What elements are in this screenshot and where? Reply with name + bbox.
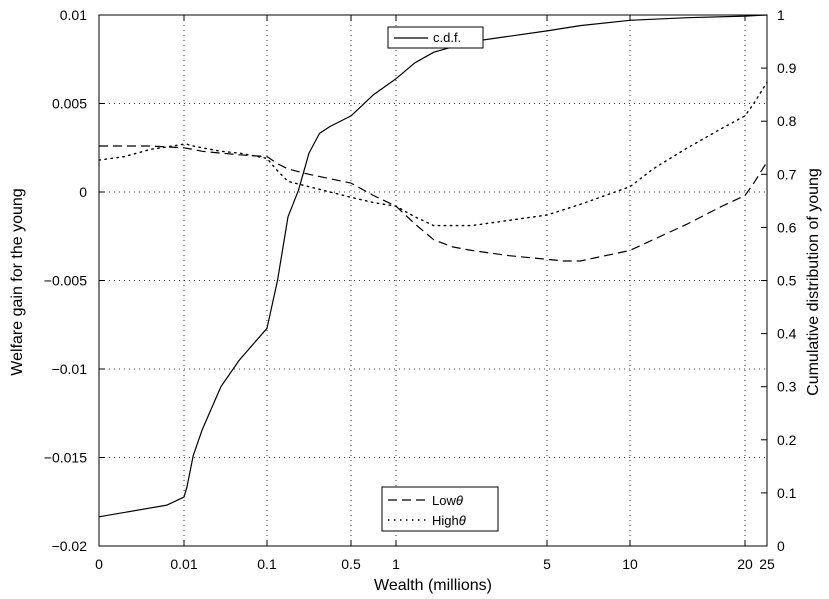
y-left-tick-label: −0.005 <box>44 273 87 289</box>
y-left-tick-label: −0.015 <box>44 450 87 466</box>
x-tick-label: 0 <box>95 556 103 572</box>
series-line-solid <box>98 14 768 518</box>
grid-lines <box>99 15 767 546</box>
y-left-tick-label: 0 <box>79 184 87 200</box>
x-tick-label: 0.5 <box>341 556 361 572</box>
x-tick-label: 5 <box>543 556 551 572</box>
y-left-tick-label: −0.02 <box>52 538 88 554</box>
data-series <box>98 14 768 518</box>
legend-cdf-box <box>387 26 484 49</box>
y-right-tick-label: 0.1 <box>777 485 797 501</box>
legend-theta-box <box>381 486 499 532</box>
y-right-tick-label: 1 <box>777 7 785 23</box>
series-line-dotted <box>98 81 768 227</box>
y-left-tick-label: 0.005 <box>52 96 87 112</box>
y-right-tick-label: 0.4 <box>777 326 797 342</box>
x-tick-label: 1 <box>392 556 400 572</box>
legend-high-theta-label: Highθ <box>432 513 466 528</box>
y-right-tick-label: 0.2 <box>777 432 797 448</box>
x-tick-label: 25 <box>759 556 775 572</box>
legend-theta: Lowθ Highθ <box>381 486 499 532</box>
x-tick-label: 10 <box>622 556 638 572</box>
x-axis-label: Wealth (millions) <box>374 577 492 594</box>
y-right-tick-label: 0.5 <box>777 273 797 289</box>
y-left-tick-label: −0.01 <box>52 361 88 377</box>
y-left-tick-label: 0.01 <box>60 7 87 23</box>
axis-ticks: 0 0.01 0.1 0.5 1 5 10 20 250.010.0050−0.005−0.01… <box>44 7 797 572</box>
y-right-tick-label: 0.9 <box>777 60 797 76</box>
x-tick-label: 0.01 <box>170 556 197 572</box>
y-axis-left-label: Welfare gain for the young <box>9 188 26 375</box>
y-right-tick-label: 0.8 <box>777 113 797 129</box>
y-axis-right-label: Cumulative distribution of young <box>805 168 822 396</box>
x-tick-label: 0.1 <box>257 556 277 572</box>
y-right-tick-label: 0 <box>777 538 785 554</box>
legend-cdf-label: c.d.f. <box>433 30 461 45</box>
y-right-tick-label: 0.3 <box>777 379 797 395</box>
legend-cdf: c.d.f. <box>387 26 484 49</box>
x-tick-label: 20 <box>737 556 753 572</box>
series-line-dashed <box>99 145 768 262</box>
y-right-tick-label: 0.6 <box>777 219 797 235</box>
y-right-tick-label: 0.7 <box>777 166 797 182</box>
legend-low-theta-label: Lowθ <box>432 493 463 508</box>
